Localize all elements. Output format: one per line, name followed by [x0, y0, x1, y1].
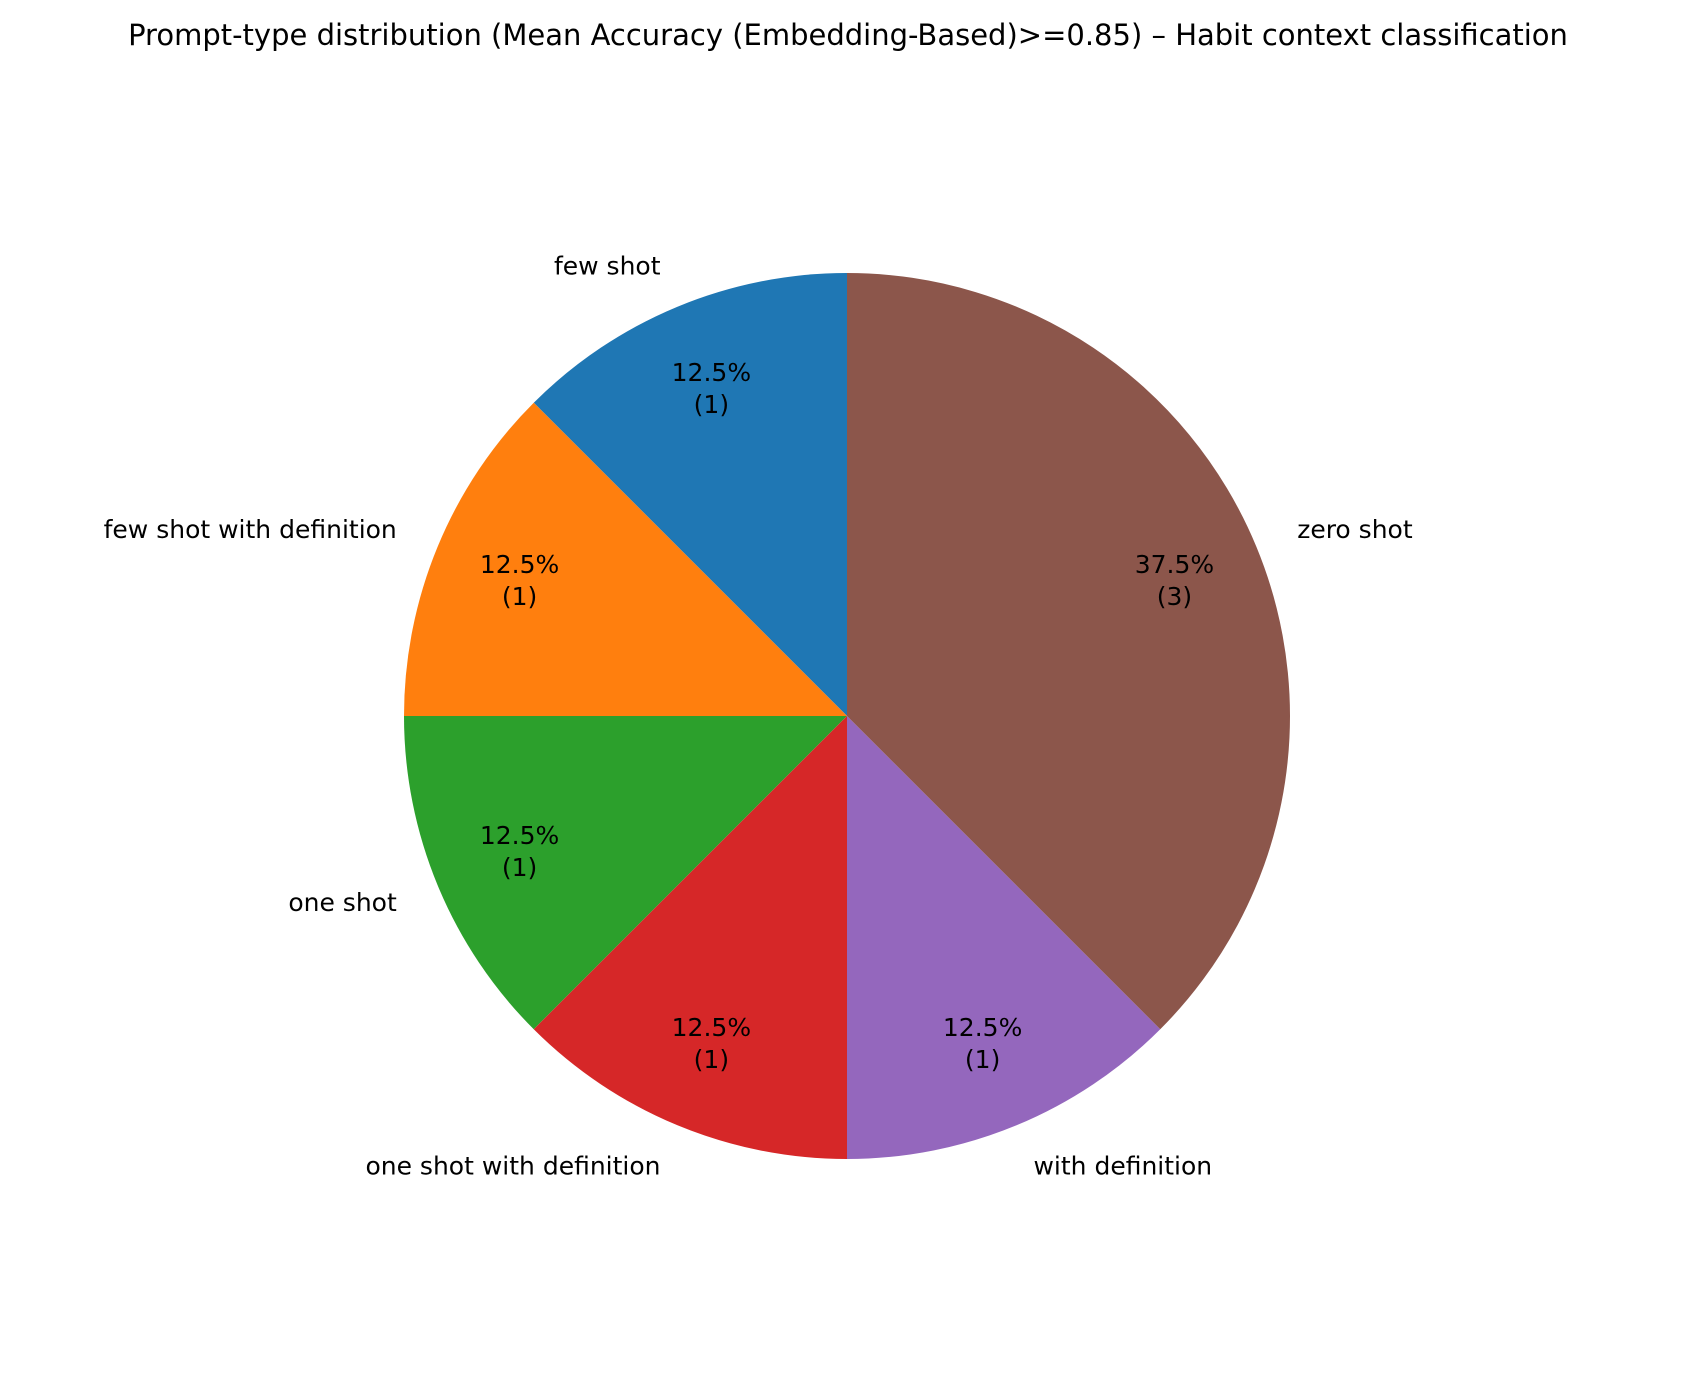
pie-slices: [404, 273, 1290, 1159]
pie-slice-one-shot: [404, 716, 847, 1030]
slice-label-few-shot: few shot: [554, 251, 661, 280]
slice-count-with-definition: (1): [965, 1045, 1000, 1074]
slice-label-zero-shot: zero shot: [1297, 515, 1413, 544]
slice-percent-with-definition: 12.5%: [943, 1013, 1022, 1042]
slice-count-few-shot: (1): [694, 390, 729, 419]
pie-slice-few-shot: [533, 273, 847, 716]
pie-slice-zero-shot: [847, 273, 1290, 1030]
pie-slice-with-definition: [847, 716, 1161, 1159]
slice-label-few-shot-with-definition: few shot with definition: [104, 515, 397, 544]
pie-slice-one-shot-with-definition: [533, 716, 847, 1159]
slice-label-one-shot-with-definition: one shot with definition: [365, 1152, 660, 1181]
slice-percent-few-shot-with-definition: 12.5%: [480, 550, 559, 579]
pie-slice-few-shot-with-definition: [404, 402, 847, 716]
slice-label-with-definition: with definition: [1033, 1152, 1212, 1181]
slice-percent-few-shot: 12.5%: [672, 358, 751, 387]
slice-percent-one-shot-with-definition: 12.5%: [672, 1013, 751, 1042]
slice-count-few-shot-with-definition: (1): [502, 582, 537, 611]
slice-percent-zero-shot: 37.5%: [1135, 550, 1214, 579]
slice-label-one-shot: one shot: [288, 888, 397, 917]
slice-count-one-shot-with-definition: (1): [694, 1045, 729, 1074]
slice-percent-one-shot: 12.5%: [480, 821, 559, 850]
slice-count-zero-shot: (3): [1157, 582, 1192, 611]
chart-title: Prompt-type distribution (Mean Accuracy …: [128, 18, 1568, 52]
slice-count-one-shot: (1): [502, 853, 537, 882]
pie-labels: few shot 12.5% (1) few shot with definition…: [104, 251, 1413, 1180]
